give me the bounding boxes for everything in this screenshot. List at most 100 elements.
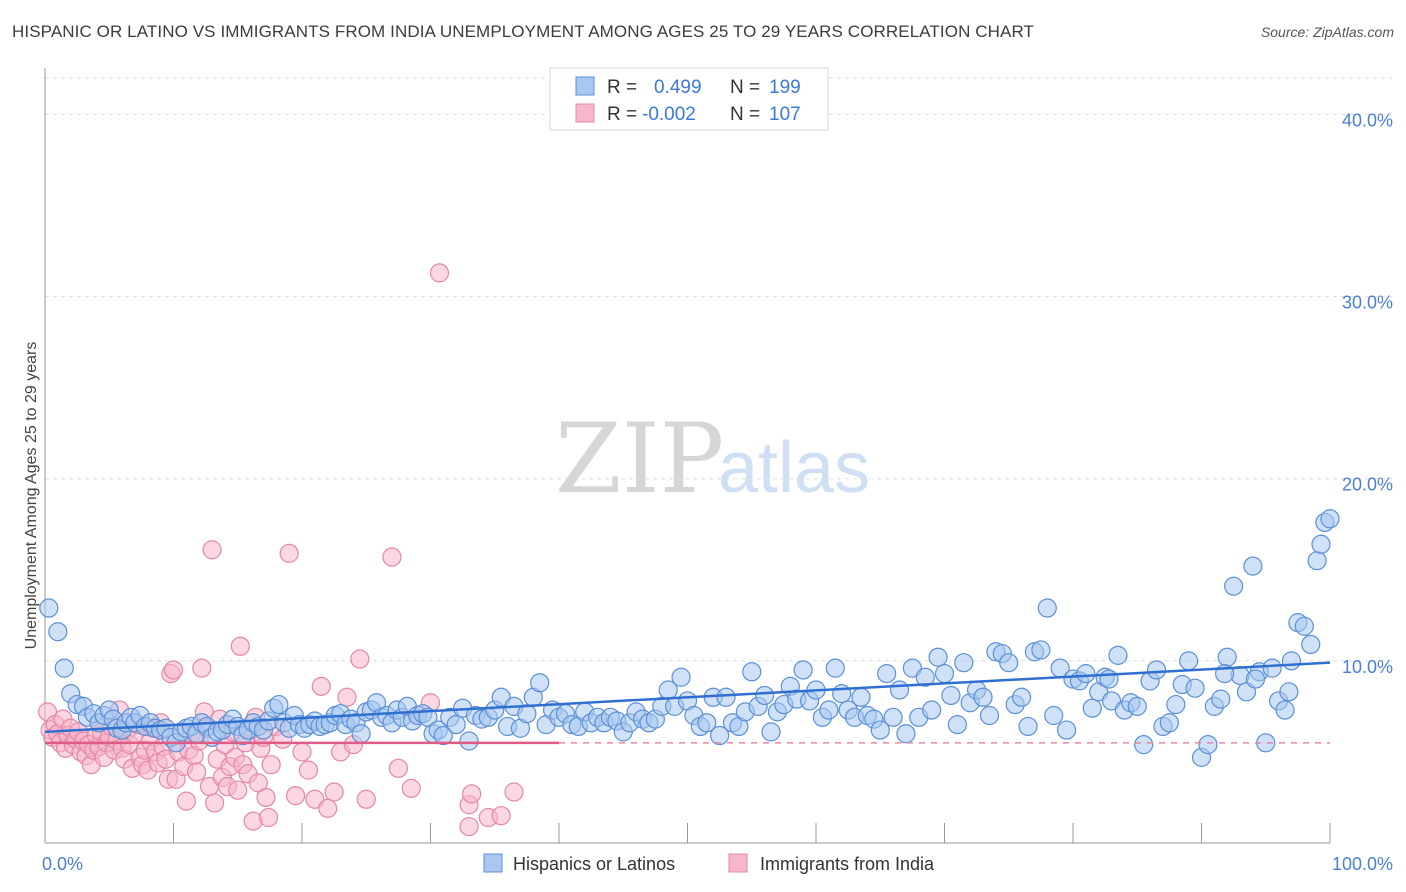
y-tick-label: 10.0% (1342, 657, 1393, 677)
hispanic-point (1076, 664, 1096, 684)
hispanic-point (1099, 669, 1119, 689)
india-point (176, 791, 196, 811)
stats-swatch-blue (575, 76, 595, 96)
hispanic-point (1166, 694, 1186, 715)
india-point (504, 782, 524, 802)
hispanic-point (761, 722, 781, 742)
hispanic-point (269, 694, 289, 715)
india-point (187, 762, 207, 782)
hispanic-point (870, 720, 890, 740)
hispanic-point (1245, 669, 1266, 689)
hispanic-point (1185, 678, 1205, 698)
hispanic-point (1307, 551, 1327, 571)
india-point (258, 807, 279, 828)
hispanic-point (697, 713, 717, 733)
hispanic-point (793, 660, 813, 680)
hispanic-point (954, 653, 974, 673)
stats-r-label-pink: R = (607, 104, 637, 125)
india-point (298, 760, 319, 780)
y-tick-label: 30.0% (1342, 293, 1393, 313)
stats-n-label-pink: N = (730, 104, 760, 125)
hispanic-point (1301, 634, 1321, 655)
hispanic-point (39, 598, 59, 618)
india-point (230, 636, 250, 656)
india-point (462, 784, 482, 804)
tick-labels: 10.0% 20.0% 30.0% 40.0% 0.0% 100.0% (42, 110, 1393, 874)
hispanic-point (1056, 720, 1077, 740)
hispanic-point (54, 658, 74, 678)
hispanic-point (1217, 647, 1237, 667)
hispanic-point (530, 673, 550, 693)
india-point (256, 787, 276, 808)
india-point (356, 789, 376, 809)
hispanic-point (1108, 645, 1128, 665)
hispanic-point (1134, 735, 1154, 755)
hispanic-point (979, 705, 1000, 726)
hispanic-point (922, 700, 942, 720)
hispanic-point (48, 622, 68, 642)
hispanic-trend-line (44, 661, 1331, 734)
hispanic-point (934, 664, 955, 684)
hispanic-point (1311, 534, 1331, 554)
series-india-points (37, 263, 524, 837)
hispanic-point (1243, 556, 1263, 576)
hispanic-point (1127, 696, 1147, 716)
hispanic-point (889, 680, 910, 700)
hispanic-point (446, 715, 466, 735)
hispanic-point (928, 647, 948, 667)
y-tick-label: 20.0% (1342, 475, 1393, 495)
legend-label-india: Immigrants from India (760, 854, 935, 874)
grid-layer (45, 77, 1392, 662)
stats-n-value-blue: 199 (769, 77, 801, 98)
hispanic-point (433, 725, 453, 746)
legend-swatch-hispanic (483, 853, 503, 873)
hispanic-point (742, 662, 762, 682)
india-point (163, 660, 184, 680)
stats-r-value-pink: -0.002 (642, 104, 696, 125)
hispanic-point (1179, 651, 1199, 671)
hispanic-point (851, 687, 871, 707)
hispanic-point (1011, 687, 1032, 707)
hispanic-point (754, 685, 775, 706)
x-tick-label: 0.0% (42, 854, 83, 874)
hispanic-point (941, 685, 961, 706)
hispanic-point (973, 687, 993, 707)
stats-legend: R = 0.499 N = 199 R = -0.002 N = 107 (549, 67, 829, 131)
india-point (337, 687, 357, 707)
india-point (285, 786, 306, 806)
india-point (205, 793, 225, 813)
stats-legend-box (549, 67, 829, 131)
chart-title: HISPANIC OR LATINO VS IMMIGRANTS FROM IN… (12, 22, 1035, 41)
hispanic-point (825, 658, 845, 678)
india-point (350, 649, 370, 669)
hispanic-point (947, 715, 967, 735)
hispanic-point (1082, 698, 1102, 718)
legend-label-hispanic: Hispanics or Latinos (513, 854, 675, 874)
stats-n-label-blue: N = (730, 77, 760, 98)
hispanic-point (832, 684, 852, 704)
india-point (491, 806, 511, 826)
india-point (202, 540, 222, 560)
hispanic-point (877, 664, 897, 684)
india-point (382, 547, 402, 567)
hispanic-point (883, 707, 903, 727)
legend-swatch-india (728, 853, 748, 873)
india-point (388, 758, 408, 778)
stats-n-value-pink: 107 (769, 104, 801, 125)
hispanic-point (351, 724, 371, 744)
series-hispanic-points (39, 509, 1340, 767)
india-point (459, 817, 479, 837)
hispanic-point (1275, 700, 1295, 720)
hispanic-point (716, 687, 736, 707)
watermark-atlas: atlas (718, 428, 870, 508)
india-point (311, 676, 331, 696)
hispanic-point (1211, 689, 1231, 709)
hispanic-point (819, 700, 839, 720)
hispanic-point (1159, 713, 1179, 733)
hispanic-point (1320, 509, 1340, 529)
hispanic-point (1281, 651, 1302, 671)
hispanic-point (1198, 735, 1218, 755)
india-point (192, 658, 212, 678)
hispanic-point (1262, 658, 1282, 678)
